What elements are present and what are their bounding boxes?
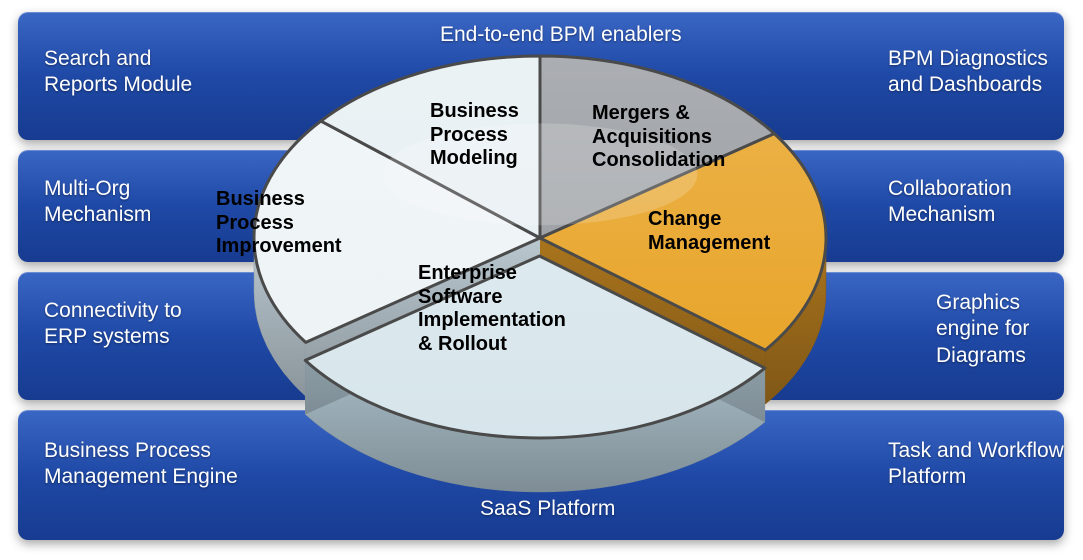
panel-label-top_right: BPM Diagnostics and Dashboards	[888, 46, 1048, 99]
slice-label-ma: Mergers & Acquisitions Consolidation	[592, 102, 725, 173]
slice-label-change: Change Management	[648, 208, 770, 255]
panel-label-row3_left: Connectivity to ERP systems	[44, 298, 182, 351]
panel-label-bottom_center: SaaS Platform	[480, 496, 615, 522]
panel-label-top_left: Search and Reports Module	[44, 46, 192, 99]
slice-label-bpi: Business Process Improvement	[216, 188, 342, 259]
panel-label-row2_left: Multi-Org Mechanism	[44, 176, 151, 229]
panel-label-row2_right: Collaboration Mechanism	[888, 176, 1012, 229]
panel-label-bottom_left: Business Process Management Engine	[44, 438, 238, 491]
slice-label-esir: Enterprise Software Implementation & Rol…	[418, 262, 566, 356]
diagram-stage: End-to-end BPM enablers Search and Report…	[0, 0, 1083, 560]
panel-label-row3_right: Graphics engine for Diagrams	[936, 290, 1029, 369]
panel-label-bottom_right: Task and Workflow Platform	[888, 438, 1064, 491]
panel-label-top_center: End-to-end BPM enablers	[440, 22, 682, 48]
slice-label-bpm: Business Process Modeling	[430, 100, 519, 171]
